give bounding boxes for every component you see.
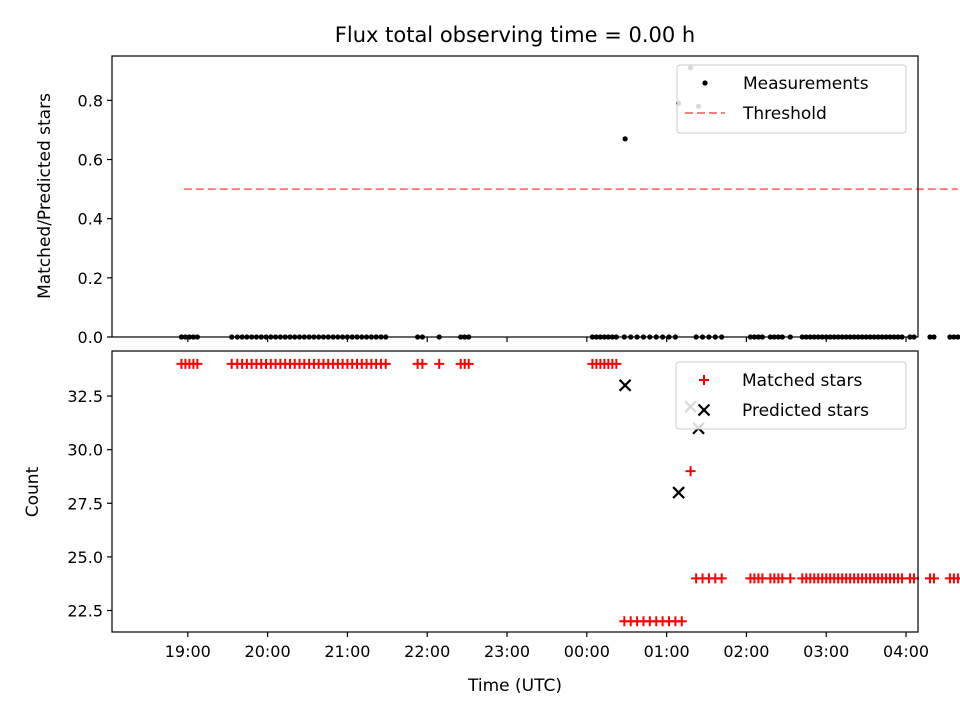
data-point-b — [618, 379, 632, 392]
legend-label: Matched stars — [742, 371, 862, 391]
y-tick-label: 0.4 — [78, 210, 103, 229]
x-tick-label: 03:00 — [803, 642, 849, 661]
y-tick-label: 0.2 — [78, 269, 103, 288]
data-point — [685, 466, 696, 477]
data-point — [952, 573, 960, 584]
data-point — [672, 486, 685, 499]
bottom-panel: Count Time (UTC) 19:00 20:00 21:00 22:00 23:… — [23, 350, 960, 696]
y-tick-label: 0.0 — [78, 328, 103, 347]
data-point — [951, 334, 957, 340]
data-point — [931, 334, 937, 340]
legend-swatch — [702, 80, 708, 86]
y-axis-label-top: Matched/Predicted stars — [35, 93, 55, 299]
data-point — [192, 358, 203, 369]
bottom-legend: Matched stars Predicted stars — [675, 361, 907, 430]
y-tick-label: 0.8 — [78, 91, 103, 110]
legend-swatch — [699, 375, 709, 385]
data-point — [927, 334, 933, 340]
legend-swatch-b — [697, 403, 711, 417]
chart-title: Flux total observing time = 0.00 h — [335, 23, 695, 47]
data-point — [947, 334, 953, 340]
x-tick-label: 21:00 — [324, 642, 370, 661]
series-0 — [176, 358, 960, 627]
y-tick-label: 30.0 — [67, 441, 103, 460]
data-point — [380, 358, 391, 369]
data-point — [622, 136, 628, 142]
y-axis-label-bottom: Count — [23, 466, 43, 517]
data-point — [909, 573, 920, 584]
y-tick-label: 0.6 — [78, 151, 103, 170]
data-point — [434, 358, 445, 369]
top-legend: Measurements Threshold — [676, 64, 907, 134]
legend-label: Threshold — [742, 104, 827, 124]
data-point — [611, 358, 622, 369]
x-tick-label: 20:00 — [245, 642, 291, 661]
legend-label: Predicted stars — [742, 401, 869, 421]
legend-swatch — [697, 403, 711, 417]
data-point-b — [672, 486, 685, 499]
bottom-panel-frame — [111, 350, 919, 633]
x-axis-label: Time (UTC) — [467, 676, 562, 696]
x-tick-label: 00:00 — [564, 642, 610, 661]
legend-frame — [676, 64, 907, 134]
top-panel: Flux total observing time = 0.00 h Match… — [35, 23, 960, 347]
data-point — [785, 573, 796, 584]
x-tick-label: 04:00 — [883, 642, 929, 661]
data-point — [928, 573, 939, 584]
x-tick-label: 19:00 — [165, 642, 211, 661]
x-tick-label: 01:00 — [644, 642, 690, 661]
data-point — [716, 573, 727, 584]
x-tick-label: 22:00 — [404, 642, 450, 661]
top-panel-frame — [111, 55, 919, 338]
bottom-panel-axes: 19:00 20:00 21:00 22:00 23:00 00:00 01:00 02:00… — [67, 387, 929, 661]
data-point — [676, 616, 687, 627]
y-tick-label: 27.5 — [67, 494, 103, 513]
data-point — [417, 358, 428, 369]
x-tick-label: 02:00 — [723, 642, 769, 661]
legend-frame — [675, 361, 907, 430]
y-tick-label: 32.5 — [67, 387, 103, 406]
y-tick-label: 22.5 — [67, 602, 103, 621]
x-tick-label: 23:00 — [484, 642, 530, 661]
y-tick-label: 25.0 — [67, 548, 103, 567]
data-point — [955, 334, 960, 340]
data-point — [618, 379, 632, 392]
top-panel-axes: 0.0 0.2 0.4 0.6 0.8 — [78, 91, 907, 347]
legend-label: Measurements — [743, 74, 869, 94]
data-point — [463, 358, 474, 369]
